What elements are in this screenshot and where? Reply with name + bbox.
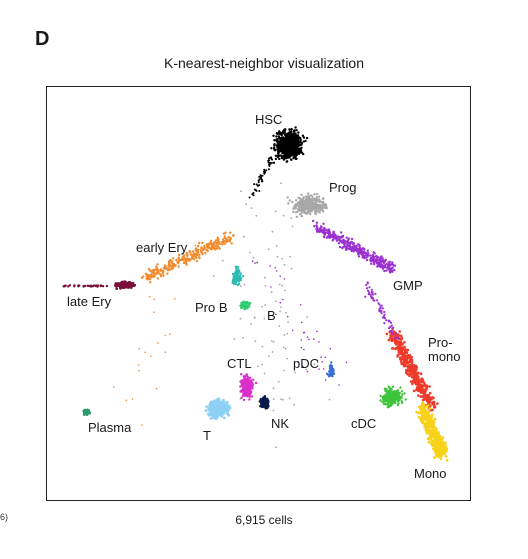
cluster-points-gmp <box>251 260 348 386</box>
cluster-label-late-ery: late Ery <box>67 294 112 309</box>
cluster-points-hsc <box>270 126 309 164</box>
cluster-points-late_ery <box>114 280 137 290</box>
panel-letter: D <box>35 28 50 50</box>
cluster-label-pro-b: Pro B <box>195 300 228 315</box>
cluster-points-hsc <box>248 156 274 199</box>
cropped-text-fragment: 6) <box>0 512 9 522</box>
knn-plot-frame: HSC Prog early Ery late Ery GMP Pro B B … <box>46 86 471 501</box>
cluster-label-ctl: CTL <box>227 356 252 371</box>
cluster-label-pdc: pDC <box>293 356 320 371</box>
cluster-points-prog <box>212 182 331 449</box>
cell-count-caption: 6,915 cells <box>235 513 293 527</box>
cluster-points-plasma <box>82 408 92 417</box>
cluster-label-hsc: HSC <box>255 112 283 127</box>
cluster-points-b <box>239 300 252 311</box>
cluster-label-prog: Prog <box>329 180 357 195</box>
cluster-label-early-ery: early Ery <box>136 240 188 255</box>
cluster-label-plasma: Plasma <box>88 420 132 435</box>
cluster-label-cdc: cDC <box>351 416 377 431</box>
cluster-label-t: T <box>203 428 211 443</box>
cluster-points-early_ery <box>112 244 207 426</box>
cluster-points-nk <box>258 395 270 410</box>
cluster-label-nk: NK <box>271 416 290 431</box>
cluster-label-b: B <box>267 308 276 323</box>
cluster-points-pro_mono <box>385 327 439 412</box>
cluster-points-gmp <box>364 281 401 340</box>
figure-title: K-nearest-neighbor visualization <box>164 55 364 71</box>
cluster-label-pro-mono: Pro- mono <box>428 335 461 364</box>
cluster-points-t <box>204 397 232 421</box>
cluster-points-pro_b <box>231 265 245 287</box>
cluster-points-late_ery <box>62 284 109 288</box>
cluster-points-prog <box>286 192 328 218</box>
cluster-label-mono: Mono <box>414 466 447 481</box>
cluster-points-early_ery <box>140 231 235 284</box>
cluster-points-mono <box>432 436 449 458</box>
knn-scatter-plot <box>62 126 449 462</box>
cluster-points-ctl <box>239 373 258 402</box>
cluster-points-gmp <box>311 219 397 274</box>
cluster-points-cdc <box>379 385 407 409</box>
cluster-label-gmp: GMP <box>393 278 423 293</box>
cluster-points-pdc <box>325 361 336 378</box>
